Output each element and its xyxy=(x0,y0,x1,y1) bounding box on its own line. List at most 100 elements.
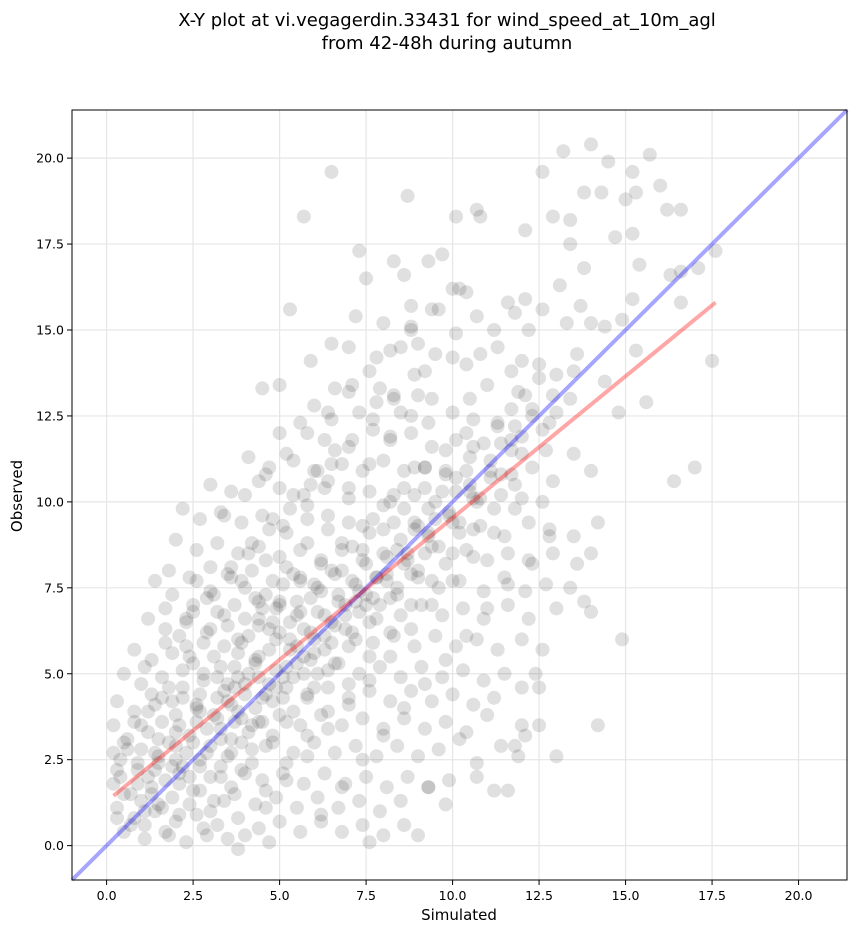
scatter-point xyxy=(487,525,502,540)
y-tick-label: 20.0 xyxy=(36,151,64,166)
scatter-point xyxy=(331,800,346,815)
x-tick-label: 0.0 xyxy=(97,888,117,903)
scatter-point xyxy=(359,556,374,571)
scatter-point xyxy=(542,529,557,544)
scatter-point xyxy=(238,580,252,595)
scatter-point xyxy=(199,828,214,843)
scatter-point xyxy=(303,477,318,492)
scatter-point xyxy=(449,470,463,485)
scatter-point xyxy=(321,474,335,489)
scatter-point xyxy=(500,295,515,310)
scatter-point xyxy=(334,536,349,551)
scatter-point xyxy=(310,666,325,681)
scatter-point xyxy=(165,646,180,661)
scatter-point xyxy=(213,659,228,674)
scatter-point xyxy=(106,745,121,760)
scatter-point xyxy=(469,632,484,647)
scatter-point xyxy=(258,800,273,815)
scatter-point xyxy=(687,460,702,475)
scatter-point xyxy=(424,694,439,709)
x-axis-label: Simulated xyxy=(421,906,497,924)
scatter-point xyxy=(210,818,225,832)
scatter-point xyxy=(504,402,519,417)
scatter-point xyxy=(525,460,540,475)
scatter-point xyxy=(175,501,190,516)
scatter-point xyxy=(130,756,145,771)
scatter-point xyxy=(327,618,342,633)
scatter-point xyxy=(383,433,398,447)
scatter-point xyxy=(355,818,370,832)
scatter-point xyxy=(258,687,273,702)
scatter-point xyxy=(206,793,221,808)
scatter-point xyxy=(279,560,294,575)
scatter-point xyxy=(106,718,121,733)
scatter-point xyxy=(386,391,401,406)
scatter-point xyxy=(338,622,353,637)
scatter-point xyxy=(490,340,505,355)
y-axis-ticks: 0.0 2.5 5.0 7.5 10.0 12.5 15.0 17.5 20.0 xyxy=(36,151,72,853)
scatter-point xyxy=(276,670,290,685)
scatter-point xyxy=(424,598,439,612)
scatter-point xyxy=(393,670,408,685)
scatter-point xyxy=(469,309,484,324)
scatter-point xyxy=(487,690,502,705)
scatter-point xyxy=(327,745,342,760)
scatter-point xyxy=(251,649,266,664)
scatter-point xyxy=(206,649,221,664)
scatter-point xyxy=(182,769,197,784)
scatter-point xyxy=(279,659,294,674)
scatter-point xyxy=(186,735,201,750)
scatter-point xyxy=(348,632,363,647)
scatter-point xyxy=(473,518,488,533)
scatter-point xyxy=(341,515,356,530)
scatter-point xyxy=(186,598,201,612)
scatter-point xyxy=(625,164,640,179)
scatter-point xyxy=(462,477,477,492)
scatter-point xyxy=(172,628,187,643)
scatter-point xyxy=(545,546,560,561)
y-tick-label: 17.5 xyxy=(36,237,64,252)
scatter-point xyxy=(386,388,401,403)
scatter-point xyxy=(663,268,678,282)
scatter-point xyxy=(497,666,512,681)
scatter-point xyxy=(220,749,235,764)
scatter-point xyxy=(390,580,405,595)
scatter-point xyxy=(238,687,252,702)
scatter-point xyxy=(366,412,380,427)
scatter-point xyxy=(500,546,515,561)
scatter-point xyxy=(341,690,356,705)
scatter-point xyxy=(397,501,412,516)
scatter-point xyxy=(269,601,284,616)
scatter-point xyxy=(442,505,457,520)
scatter-point xyxy=(514,491,529,506)
scatter-point xyxy=(476,673,491,688)
scatter-point xyxy=(321,663,335,678)
scatter-point xyxy=(272,549,287,564)
scatter-point xyxy=(206,587,221,602)
scatter-point xyxy=(424,391,439,406)
scatter-point xyxy=(449,209,463,224)
scatter-point xyxy=(196,666,211,681)
scatter-point xyxy=(130,763,145,777)
scatter-point xyxy=(476,436,491,451)
scatter-point xyxy=(244,718,259,733)
scatter-point xyxy=(383,429,398,444)
scatter-point xyxy=(324,615,339,630)
scatter-point xyxy=(238,766,252,781)
scatter-point xyxy=(321,522,335,537)
scatter-point xyxy=(487,501,502,516)
scatter-point xyxy=(141,704,156,719)
scatter-point xyxy=(265,735,280,750)
scatter-point xyxy=(279,756,294,771)
scatter-point xyxy=(393,405,408,420)
scatter-point xyxy=(629,343,643,358)
scatter-point xyxy=(327,443,342,458)
scatter-point xyxy=(276,577,290,592)
scatter-point xyxy=(248,656,263,671)
scatter-point xyxy=(355,752,370,767)
scatter-point xyxy=(518,223,533,238)
scatter-point xyxy=(231,811,246,826)
scatter-point xyxy=(490,419,505,434)
scatter-point xyxy=(262,460,277,475)
scatter-point xyxy=(220,567,235,582)
